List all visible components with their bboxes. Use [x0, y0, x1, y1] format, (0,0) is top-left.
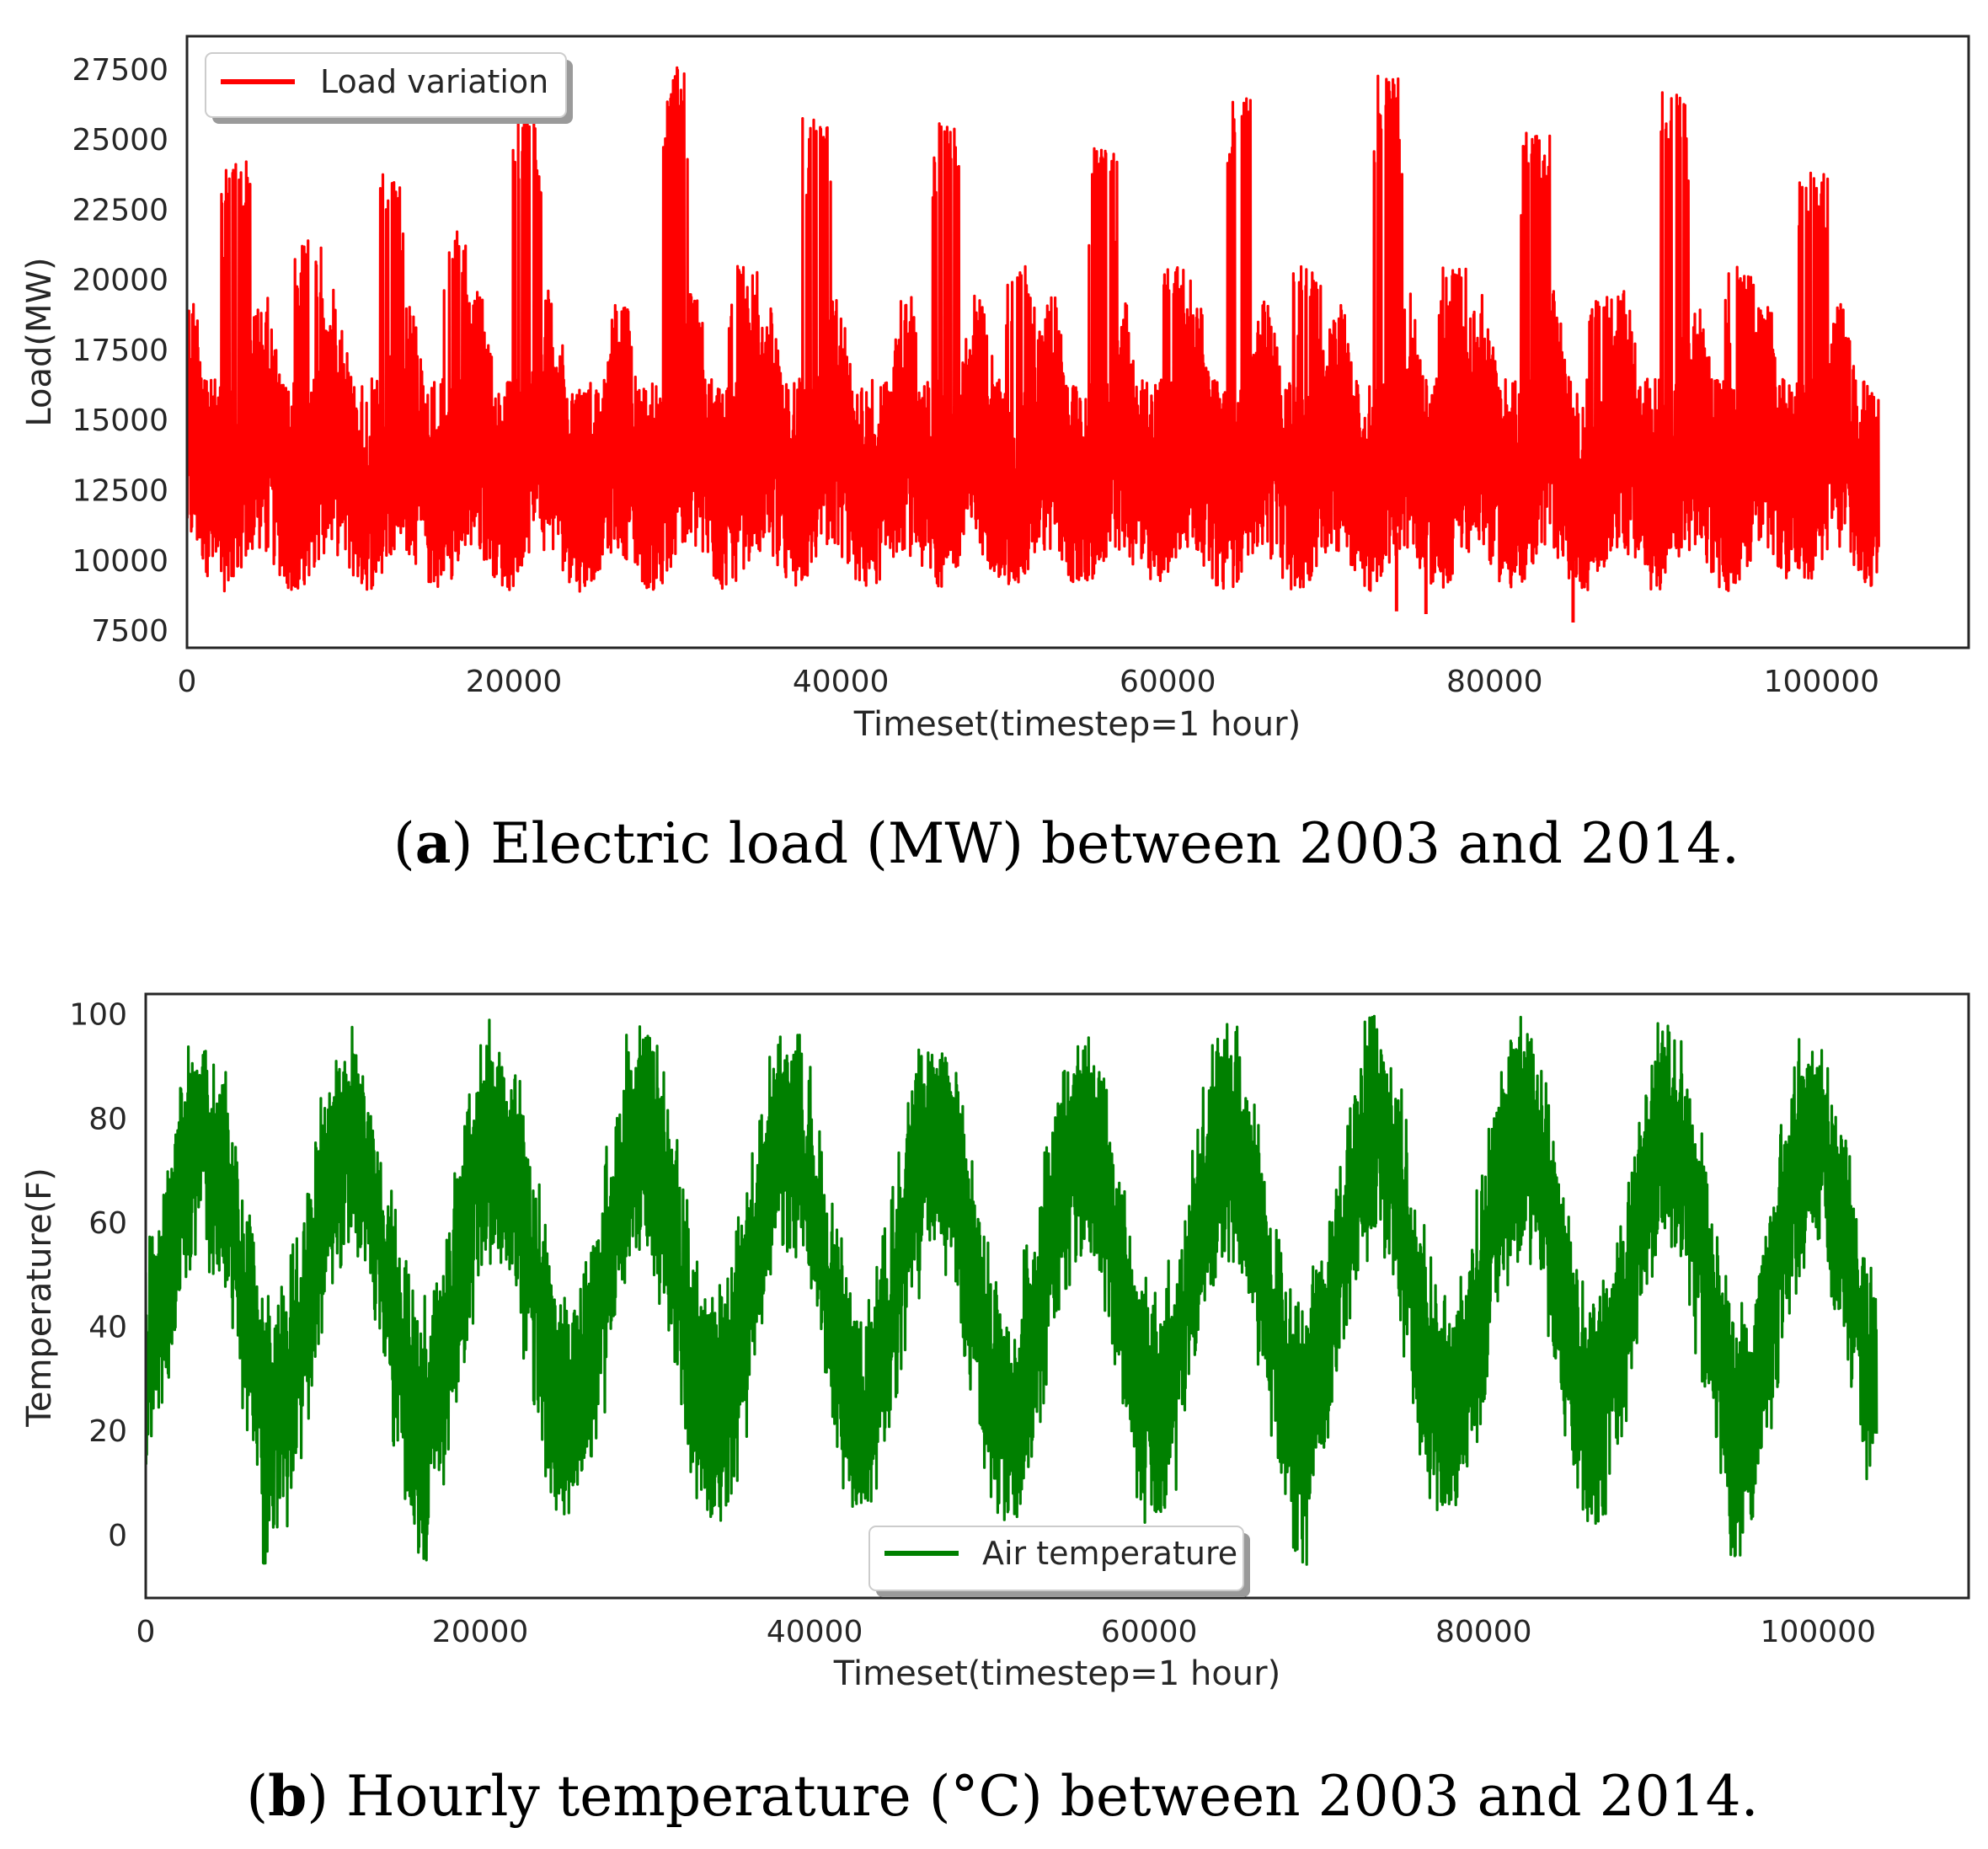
panel-a-ylabel: Load(MW)	[20, 257, 59, 426]
panel-b-caption-text: ) Hourly temperature (°C) between 2003 a…	[307, 1764, 1758, 1829]
panel-a-caption-letter: a	[415, 810, 452, 876]
legend-box	[205, 52, 567, 118]
panel-b-caption: (b) Hourly temperature (°C) between 2003…	[246, 1763, 1758, 1829]
load-series-line	[187, 66, 1880, 623]
legend-box	[868, 1526, 1244, 1591]
panel-a-xlabel: Timeset(timestep=1 hour)	[853, 705, 1301, 744]
series-line	[146, 1014, 1878, 1566]
temperature-series-line	[146, 1014, 1878, 1566]
legend-label-temperature: Air temperature	[982, 1535, 1237, 1572]
panel-b-legend: Air temperature	[868, 1526, 1250, 1597]
y-tick-label: 60	[88, 1206, 127, 1241]
y-tick-label: 12500	[72, 474, 168, 509]
y-tick-label: 0	[108, 1519, 127, 1553]
y-tick-label: 100	[69, 998, 127, 1033]
y-tick-label: 15000	[72, 403, 168, 438]
x-tick-label: 0	[136, 1615, 156, 1649]
panel-b-y-ticks: 0 20 40 60 80 100	[69, 998, 127, 1553]
x-tick-label: 20000	[432, 1615, 529, 1649]
series-line	[187, 66, 1880, 593]
panel-a-chart: 7500 10000 12500 15000 17500 20000 22500 25000 2…	[20, 35, 1970, 744]
x-tick-label: 100000	[1761, 1615, 1876, 1649]
x-tick-label: 60000	[1120, 665, 1216, 699]
x-tick-label: 60000	[1101, 1615, 1198, 1649]
y-tick-label: 40	[88, 1311, 127, 1345]
legend-label-load: Load variation	[320, 63, 548, 100]
y-tick-label: 7500	[91, 614, 168, 649]
panel-b-xlabel: Timeset(timestep=1 hour)	[833, 1654, 1280, 1693]
y-tick-label: 25000	[72, 123, 168, 158]
y-tick-label: 27500	[72, 53, 168, 88]
panel-b-chart: 0 20 40 60 80 100 0 20000 40000 60000 80000 100000…	[20, 992, 1970, 1693]
x-tick-label: 20000	[466, 665, 563, 699]
x-tick-label: 0	[178, 665, 197, 699]
x-tick-label: 80000	[1446, 665, 1543, 699]
panel-b-caption-letter: b	[268, 1763, 307, 1829]
x-tick-label: 80000	[1435, 1615, 1532, 1649]
y-tick-label: 20000	[72, 264, 168, 298]
panel-a-y-ticks: 7500 10000 12500 15000 17500 20000 22500 25000 2…	[72, 53, 168, 649]
panel-a-axes-frame	[185, 35, 1970, 649]
panel-b-x-ticks: 0 20000 40000 60000 80000 100000	[136, 1615, 1876, 1649]
y-tick-label: 10000	[72, 544, 168, 579]
panel-a-x-ticks: 0 20000 40000 60000 80000 100000	[178, 665, 1880, 699]
panel-b-axes-frame	[144, 992, 1970, 1600]
panel-b-ylabel: Temperature(F)	[20, 1168, 59, 1428]
x-tick-label: 100000	[1764, 665, 1879, 699]
y-tick-label: 80	[88, 1102, 127, 1136]
y-tick-label: 22500	[72, 193, 168, 227]
y-tick-label: 17500	[72, 334, 168, 368]
x-tick-label: 40000	[767, 1615, 863, 1649]
panel-a-legend: Load variation	[205, 52, 573, 124]
x-tick-label: 40000	[793, 665, 890, 699]
panel-a-caption: (a) Electric load (MW) between 2003 and …	[393, 810, 1740, 876]
y-tick-label: 20	[88, 1414, 127, 1449]
panel-a-caption-text: ) Electric load (MW) between 2003 and 20…	[452, 811, 1740, 876]
